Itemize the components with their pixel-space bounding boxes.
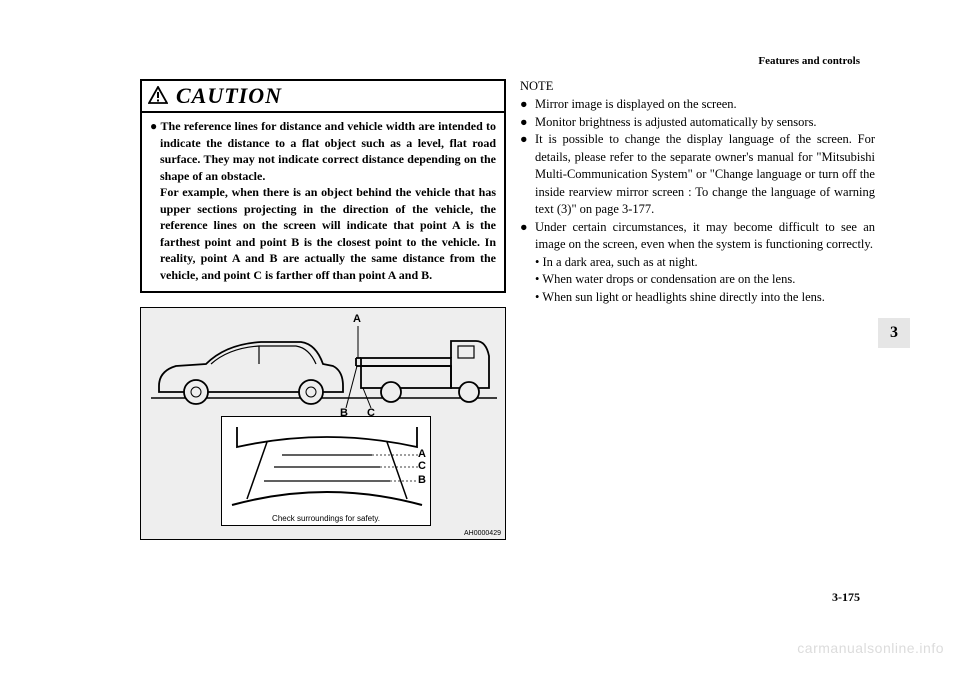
diagram-label-a-screen: A: [418, 448, 426, 460]
note-subitem: • In a dark area, such as at night.: [520, 254, 875, 272]
caution-title: CAUTION: [176, 83, 282, 109]
warning-triangle-icon: [148, 86, 168, 109]
note-item: ●It is possible to change the display la…: [520, 131, 875, 219]
note-item: ●Mirror image is displayed on the screen…: [520, 96, 875, 114]
diagram-code: AH0000429: [464, 530, 501, 537]
note-subitem: • When water drops or condensation are o…: [520, 271, 875, 289]
note-text: Under certain circumstances, it may beco…: [535, 219, 875, 254]
note-item: ●Under certain circumstances, it may bec…: [520, 219, 875, 254]
section-tab: 3: [878, 318, 910, 348]
diagram-box: A B C: [140, 307, 506, 540]
page-number: 3-175: [832, 590, 860, 605]
caution-box: CAUTION The reference lines for distance…: [140, 79, 506, 293]
note-item: ●Monitor brightness is adjusted automati…: [520, 114, 875, 132]
note-text: It is possible to change the display lan…: [535, 131, 875, 219]
note-subitem: • When sun light or headlights shine dir…: [520, 289, 875, 307]
left-column: CAUTION The reference lines for distance…: [140, 79, 506, 540]
diagram-side-view: A B C: [151, 316, 497, 411]
caution-para-2: For example, when there is an object beh…: [150, 184, 496, 283]
diagram-safety-text: Check surroundings for safety.: [222, 514, 430, 523]
note-list: ●Mirror image is displayed on the screen…: [520, 96, 875, 306]
diagram-label-b-screen: B: [418, 474, 426, 486]
manual-page: Features and controls CAUTION The refere…: [140, 55, 910, 615]
note-text: Monitor brightness is adjusted automatic…: [535, 114, 817, 132]
right-column: NOTE ●Mirror image is displayed on the s…: [520, 79, 875, 306]
note-text: Mirror image is displayed on the screen.: [535, 96, 737, 114]
watermark: carmanualsonline.info: [797, 640, 944, 656]
caution-header: CAUTION: [142, 81, 504, 113]
caution-body: The reference lines for distance and veh…: [142, 113, 504, 291]
diagram-label-c-screen: C: [418, 460, 426, 472]
note-heading: NOTE: [520, 79, 875, 94]
diagram-label-a-top: A: [353, 313, 361, 325]
section-header: Features and controls: [758, 55, 860, 67]
diagram-screen-view: A C B Check surroundings for safety.: [221, 416, 431, 526]
caution-para-1: The reference lines for distance and veh…: [150, 118, 496, 184]
